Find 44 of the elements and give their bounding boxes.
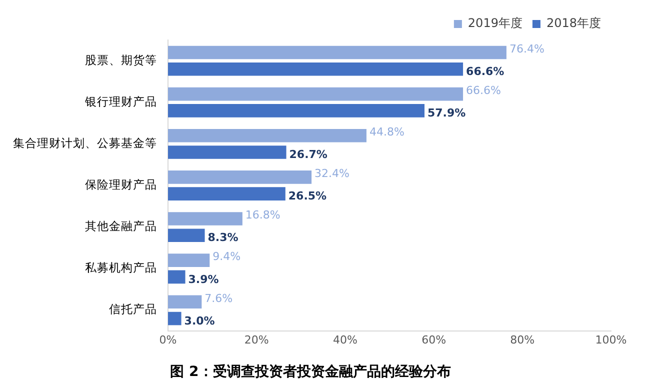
bar xyxy=(168,312,182,326)
bar xyxy=(168,104,424,118)
y-tick-label: 股票、期货等 xyxy=(85,52,157,67)
data-label: 57.9% xyxy=(427,106,466,120)
data-label: 16.8% xyxy=(245,208,280,222)
data-label: 7.6% xyxy=(204,292,233,305)
text: 图 2：受调查投资者投资金融产品的经验分布 xyxy=(170,363,451,380)
bar xyxy=(168,228,205,242)
y-tick-label: 银行理财产品 xyxy=(84,94,157,108)
bar xyxy=(168,187,286,200)
bar xyxy=(168,212,242,226)
bar xyxy=(168,254,210,267)
y-tick-label: 信托产品 xyxy=(109,302,157,316)
x-tick-label: 0% xyxy=(159,333,177,346)
x-tick-label: 60% xyxy=(422,333,446,346)
y-tick-label: 其他金融产品 xyxy=(85,219,157,234)
bar xyxy=(168,170,312,184)
data-label: 26.5% xyxy=(288,190,327,203)
y-tick-label: 私募机构产品 xyxy=(85,260,157,275)
bar xyxy=(168,270,186,284)
bar xyxy=(168,62,464,76)
bar xyxy=(168,146,286,159)
x-tick-label: 100% xyxy=(595,333,627,346)
legend-label: 2019年度 xyxy=(468,16,522,30)
bar xyxy=(168,128,366,142)
legend-label: 2018年度 xyxy=(546,16,602,30)
data-label: 8.3% xyxy=(208,231,238,244)
data-label: 3.9% xyxy=(188,272,219,286)
x-tick-label: 80% xyxy=(510,333,535,346)
data-label: 66.6% xyxy=(466,84,501,97)
data-label: 26.7% xyxy=(289,148,328,162)
data-label: 44.8% xyxy=(369,125,404,138)
x-tick-label: 20% xyxy=(244,333,269,346)
y-tick-label: 保险理财产品 xyxy=(85,177,157,192)
data-label: 76.4% xyxy=(509,42,544,56)
data-label: 9.4% xyxy=(212,250,241,264)
bar xyxy=(168,295,202,309)
data-label: 32.4% xyxy=(314,167,350,180)
x-tick-label: 40% xyxy=(332,333,358,346)
data-label: 3.0% xyxy=(184,314,215,328)
data-label: 66.6% xyxy=(466,64,504,78)
bar xyxy=(168,46,506,60)
y-tick-label: 集合理财计划、公募基金等 xyxy=(13,136,157,150)
bar xyxy=(168,87,464,101)
